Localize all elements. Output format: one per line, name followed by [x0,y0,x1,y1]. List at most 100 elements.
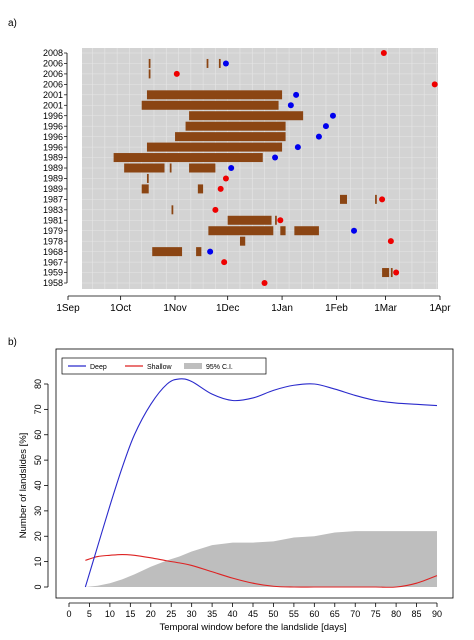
panel-a-x-tick-label: 1Nov [163,303,186,314]
panel-a-shallow-landslide-point [431,81,438,88]
panel-b-x-tick-label: 60 [309,609,319,619]
panel-a-year-label: 2006 [43,69,63,79]
panel-a-rainfall-bar [275,215,277,225]
panel-a-rainfall-bar [294,226,319,236]
panel-b-legend-box [61,357,267,375]
panel-a-deep-landslide-point [329,112,336,119]
panel-b-x-tick-label: 65 [330,609,340,619]
panel-a-year-label: 1989 [43,153,63,163]
panel-b-y-tick-label: 50 [33,455,43,465]
panel-b-y-tick-label: 10 [33,557,43,567]
panel-a-year-label: 2006 [43,80,63,90]
panel-b-x-tick-label: 0 [66,609,71,619]
panel-a-year-label: 1996 [43,142,63,152]
panel-a-rainfall-bar [189,163,216,173]
panel-a-deep-landslide-point [351,227,358,234]
panel-a-deep-landslide-point [293,91,300,98]
panel-a-rainfall-bar [339,194,347,204]
panel-a-shallow-landslide-point [221,259,228,266]
panel-b-legend: Deep Shallow 95% C.I. [61,357,267,375]
panel-b-x-tick-label: 50 [268,609,278,619]
panel-b-x-tick-label: 30 [187,609,197,619]
panel-b-x-tick-label: 70 [350,609,360,619]
panel-a-year-label: 1968 [43,247,63,257]
panel-a-shallow-landslide-point [277,217,284,224]
panel-a-rainfall-bar [146,173,149,183]
panel-a-year-label: 1967 [43,257,63,267]
panel-a-shallow-landslide-point [379,196,386,203]
panel-a-rainfall-bar [390,268,393,278]
panel-b-y-tick-label: 30 [33,506,43,516]
panel-b-y-tick-label: 0 [33,584,43,589]
panel-a-x-tick-label: 1Jan [271,303,293,314]
panel-b-x-tick-label: 40 [228,609,238,619]
panel-b-x-tick-label: 55 [289,609,299,619]
panel-a-shallow-landslide-point [222,175,229,182]
panel-a-rainfall-bar [113,153,263,163]
panel-a-year-label: 1989 [43,184,63,194]
panel-b-x-tick-label: 85 [412,609,422,619]
panel-a-shallow-landslide-point [212,206,219,213]
panel-b-y-tick-label: 60 [33,430,43,440]
panel-a-shallow-landslide-point [393,269,400,276]
panel-a-rainfall-bar [152,247,183,257]
panel-a-rainfall-bar [227,215,272,225]
panel-a-shallow-landslide-point [217,185,224,192]
panel-b-x-tick-label: 25 [166,609,176,619]
panel-a-timeline-chart: 2008200620062006200120011996199619961996… [43,48,451,314]
panel-a-year-label: 2001 [43,100,63,110]
panel-a-rainfall-bar [239,236,246,246]
panel-a-deep-landslide-point [272,154,279,161]
panel-a-rainfall-bar [196,247,202,257]
panel-a-year-label: 1996 [43,111,63,121]
panel-a-x-tick-label: 1Dec [216,303,239,314]
panel-b-x-tick-label: 20 [146,609,156,619]
panel-b-deep-line [84,378,438,588]
panel-a-rainfall-bar [185,121,286,131]
panel-a-rainfall-bar [280,226,286,236]
panel-a-rainfall-bar [382,268,390,278]
panel-b-x-tick-label: 15 [125,609,135,619]
panel-a-rainfall-bar [189,111,304,121]
panel-a-year-label: 1981 [43,215,63,225]
panel-a-x-tick-label: 1Oct [110,303,131,314]
panel-a-year-label: 1996 [43,132,63,142]
panel-a-year-label: 1979 [43,226,63,236]
panel-a-rainfall-bar [169,163,172,173]
panel-a-year-label: 1978 [43,236,63,246]
panel-a-rainfall-bar [141,184,149,194]
panel-a-rainfall-bar [218,58,221,68]
panel-b-x-tick-label: 35 [207,609,217,619]
panel-b-x-tick-label: 45 [248,609,258,619]
panel-b-label: b) [8,337,17,348]
panel-a-rainfall-bar [146,142,283,152]
panel-b-y-tick-label: 70 [33,404,43,414]
panel-b-y-tick-label: 80 [33,379,43,389]
panel-b-x-tick-label: 5 [87,609,92,619]
panel-b-legend-deep-label: Deep [90,364,107,371]
panel-b-x-axis-label: Temporal window before the landslide [da… [160,622,347,633]
panel-a-year-label: 1996 [43,121,63,131]
panel-a-deep-landslide-point [315,133,322,140]
panel-a-deep-landslide-point [207,248,214,255]
panel-a-rainfall-bar [175,132,286,142]
panel-a-x-tick-label: 1Feb [325,303,348,314]
panel-b-legend-ci-swatch [184,363,202,369]
panel-a-rainfall-bar [208,226,274,236]
panel-a-year-label: 1989 [43,174,63,184]
panel-a-rainfall-bar [148,69,151,79]
panel-a-year-label: 1959 [43,268,63,278]
panel-a-rainfall-bar [375,194,377,204]
panel-a-shallow-landslide-point [387,238,394,245]
panel-a-x-tick-label: 1Sep [56,303,80,314]
panel-a-shallow-landslide-point [380,50,387,56]
panel-a-year-label: 1987 [43,195,63,205]
panel-a-rainfall-bar [197,184,204,194]
panel-a-rainfall-bar [146,90,283,100]
panel-a-year-label: 1958 [43,278,63,288]
panel-a-rainfall-bar [171,205,174,215]
panel-a-deep-landslide-point [322,123,329,130]
panel-a-x-tick-label: 1Apr [429,303,451,314]
